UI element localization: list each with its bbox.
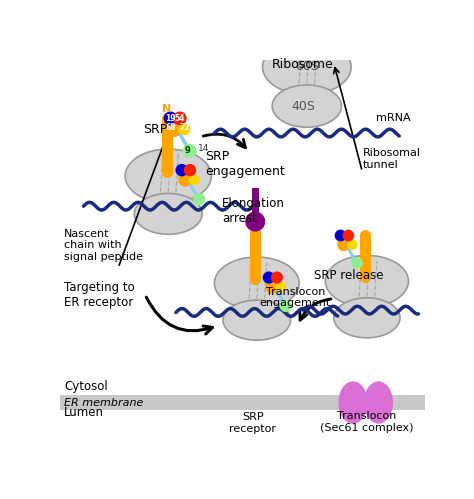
Text: ER membrane: ER membrane bbox=[64, 398, 144, 408]
Ellipse shape bbox=[334, 298, 400, 338]
Ellipse shape bbox=[272, 85, 341, 127]
Circle shape bbox=[337, 238, 350, 251]
Circle shape bbox=[263, 271, 275, 283]
Ellipse shape bbox=[125, 149, 211, 203]
Text: 72: 72 bbox=[179, 123, 190, 132]
Ellipse shape bbox=[134, 194, 202, 235]
Text: Translocon
engagement: Translocon engagement bbox=[260, 287, 331, 308]
Text: Ribosomal
tunnel: Ribosomal tunnel bbox=[363, 148, 421, 170]
Circle shape bbox=[245, 212, 265, 232]
Text: Cytosol: Cytosol bbox=[64, 380, 108, 393]
Circle shape bbox=[335, 230, 346, 242]
Circle shape bbox=[280, 300, 292, 312]
Text: Targeting to
ER receptor: Targeting to ER receptor bbox=[64, 281, 135, 309]
Text: 54: 54 bbox=[174, 114, 185, 123]
Circle shape bbox=[167, 121, 182, 137]
Text: SRP
receptor: SRP receptor bbox=[229, 412, 276, 434]
Text: N: N bbox=[162, 104, 171, 114]
Ellipse shape bbox=[214, 257, 299, 309]
Text: Nascent
chain with
signal peptide: Nascent chain with signal peptide bbox=[64, 229, 143, 262]
Ellipse shape bbox=[364, 381, 393, 424]
Text: 40S: 40S bbox=[291, 100, 315, 113]
Circle shape bbox=[265, 280, 279, 294]
Circle shape bbox=[178, 173, 192, 187]
Circle shape bbox=[184, 164, 196, 176]
Circle shape bbox=[271, 271, 283, 283]
Text: SRP
engagement: SRP engagement bbox=[205, 150, 285, 178]
Text: Elongation
arrest: Elongation arrest bbox=[222, 197, 285, 225]
Text: 9: 9 bbox=[184, 146, 191, 155]
Text: SRP release: SRP release bbox=[314, 269, 384, 282]
Text: 68: 68 bbox=[165, 123, 176, 132]
Text: 19: 19 bbox=[165, 114, 176, 123]
Circle shape bbox=[193, 193, 205, 206]
Text: 14: 14 bbox=[198, 144, 210, 153]
Text: Translocon
(Sec61 complex): Translocon (Sec61 complex) bbox=[320, 411, 414, 433]
Bar bbox=[61, 395, 425, 410]
Circle shape bbox=[351, 257, 363, 269]
Circle shape bbox=[189, 174, 200, 186]
Text: SRP: SRP bbox=[144, 123, 168, 136]
Circle shape bbox=[275, 281, 286, 292]
Ellipse shape bbox=[325, 255, 409, 307]
Text: Ribosome: Ribosome bbox=[272, 57, 334, 70]
Circle shape bbox=[175, 164, 188, 176]
Text: 60S: 60S bbox=[295, 60, 319, 73]
Circle shape bbox=[183, 144, 197, 158]
Text: Lumen: Lumen bbox=[64, 406, 104, 419]
Circle shape bbox=[178, 123, 191, 135]
Circle shape bbox=[343, 230, 354, 242]
Text: mRNA: mRNA bbox=[376, 113, 411, 123]
Circle shape bbox=[347, 240, 357, 250]
Ellipse shape bbox=[263, 39, 351, 95]
Ellipse shape bbox=[338, 381, 368, 424]
Circle shape bbox=[173, 111, 187, 125]
Circle shape bbox=[164, 111, 177, 125]
Ellipse shape bbox=[223, 300, 291, 340]
